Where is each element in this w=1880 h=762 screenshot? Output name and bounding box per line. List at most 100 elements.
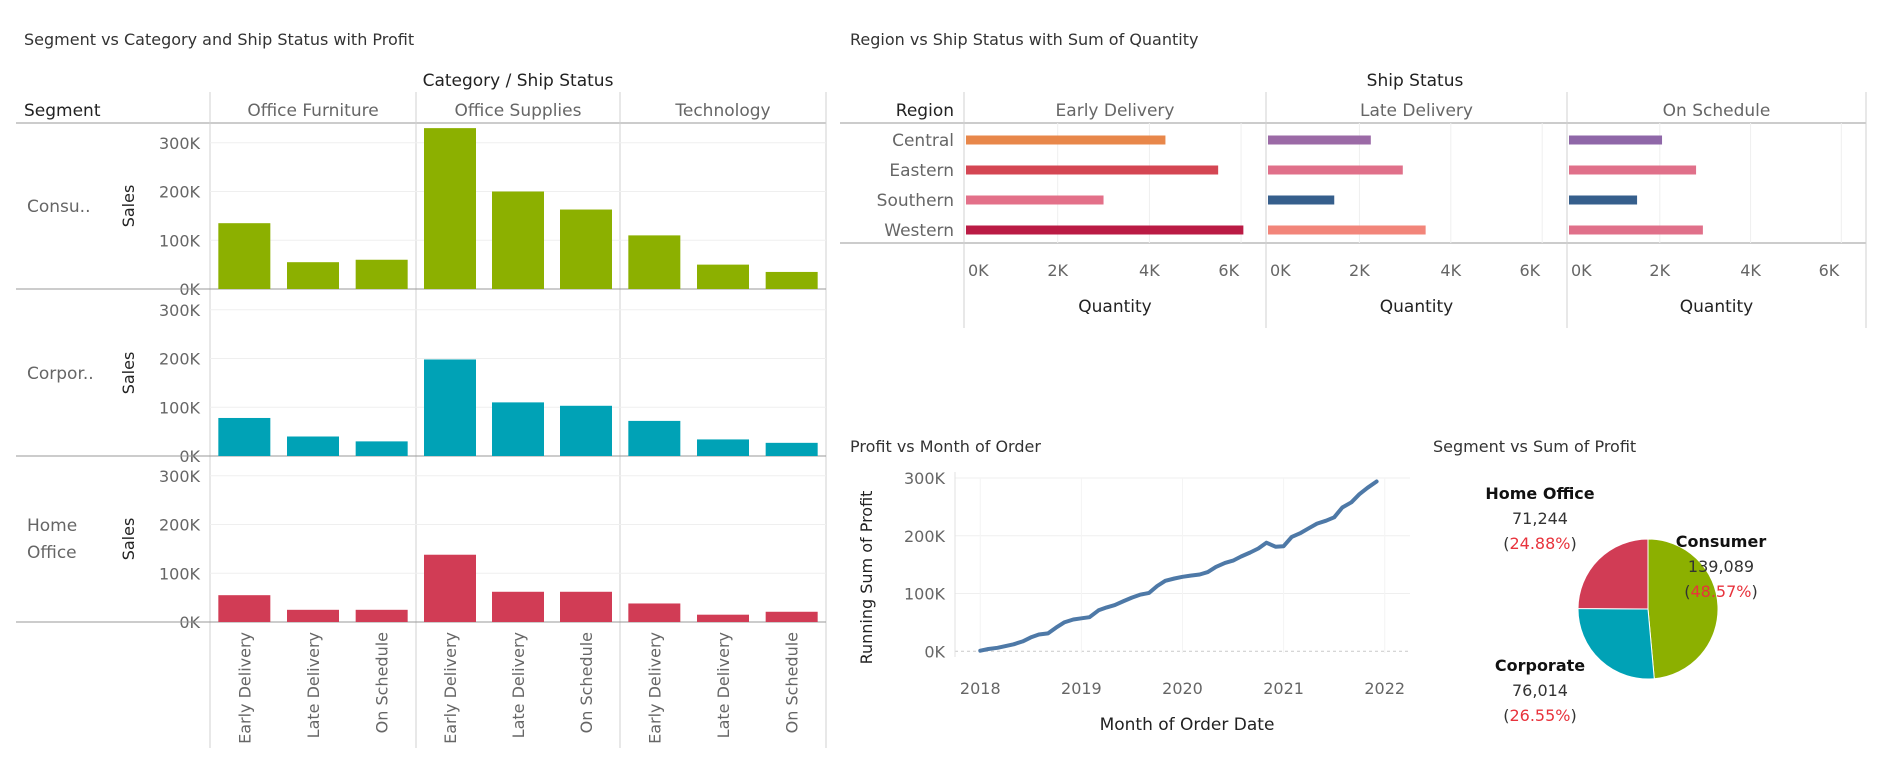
profit-point (1324, 519, 1328, 523)
region-x-tick-label: 4K (1139, 261, 1160, 280)
profit-point (1256, 546, 1260, 551)
line-x-axis-label: Month of Order Date (1100, 715, 1275, 735)
bar-southern-late-delivery (1268, 195, 1335, 205)
bar-consu-office-furniture-late-delivery (287, 262, 339, 289)
region-x-tick-label: 6K (1519, 261, 1540, 280)
segment-profit-title: Segment vs Sum of Profit (1433, 437, 1637, 456)
bar-corpor-technology-late-delivery (697, 439, 749, 456)
line-y-tick-label: 100K (904, 585, 946, 604)
profit-point (986, 647, 990, 651)
profit-point (1315, 522, 1319, 526)
bar-western-early-delivery (966, 225, 1244, 235)
bar-corpor-office-supplies-early-delivery (424, 359, 476, 456)
pie-slice-corporate (1577, 607, 1655, 680)
profit-series-line (978, 479, 1379, 653)
pie-value-corporate: 76,014 (1512, 681, 1568, 700)
x-tick-label-office-supplies-early-delivery: Early Delivery (441, 632, 460, 744)
column-label-office-supplies: Office Supplies (455, 101, 582, 121)
column-label-technology: Technology (674, 101, 770, 121)
bar-consu-technology-early-delivery (628, 235, 681, 289)
profit-point (1071, 617, 1075, 622)
region-label-eastern: Eastern (889, 161, 954, 181)
profit-point (1248, 550, 1252, 555)
pie-slice-home-office (1577, 538, 1649, 610)
bar-western-late-delivery (1268, 225, 1426, 235)
region-status-chart: Ship Status Region Central Eastern Southern W… (840, 71, 1867, 328)
bar-central-late-delivery (1268, 135, 1371, 145)
y-axis-label: Sales (119, 518, 138, 561)
bar-consu-office-furniture-on-schedule (355, 259, 408, 289)
y-tick-label: 100K (159, 398, 201, 417)
pie-percent-corporate: (26.55%) (1503, 706, 1577, 725)
profit-point (1096, 608, 1101, 612)
bar-home-office-office-supplies-late-delivery (492, 591, 544, 622)
profit-point (1155, 584, 1159, 588)
bar-corpor-office-furniture-early-delivery (218, 417, 271, 456)
y-tick-label: 200K (159, 516, 201, 535)
region-x-axis-label: Quantity (1380, 297, 1453, 317)
bar-home-office-technology-on-schedule (765, 611, 818, 622)
profit-point (1307, 526, 1311, 530)
region-x-tick-label: 2K (1349, 261, 1370, 280)
region-column-label-early-delivery: Early Delivery (1056, 101, 1175, 121)
line-x-tick-label: 2018 (960, 679, 1001, 698)
column-label-office-furniture: Office Furniture (247, 101, 378, 121)
profit-point (1113, 603, 1117, 607)
line-x-tick-label: 2021 (1263, 679, 1304, 698)
x-tick-label-office-supplies-late-delivery: Late Delivery (509, 632, 528, 738)
x-tick-label-office-supplies-on-schedule: On Schedule (577, 632, 596, 733)
profit-month-chart: 300K 200K 100K 0K 2018 2019 2020 2021 2022 Runnin… (857, 469, 1410, 735)
pie-percent-home-office: (24.88%) (1503, 534, 1577, 553)
region-x-tick-label: 6K (1819, 261, 1840, 280)
bar-corpor-office-furniture-late-delivery (287, 436, 339, 456)
bar-home-office-technology-late-delivery (697, 614, 749, 622)
profit-point (1037, 632, 1041, 637)
bar-southern-on-schedule (1569, 195, 1638, 205)
profit-month-title: Profit vs Month of Order (850, 437, 1041, 456)
bar-central-early-delivery (966, 135, 1166, 145)
profit-point (1282, 544, 1286, 548)
bar-central-on-schedule (1569, 135, 1663, 145)
profit-point (1239, 554, 1243, 559)
bar-corpor-technology-on-schedule (765, 442, 818, 456)
x-tick-label-technology-early-delivery: Early Delivery (645, 632, 664, 744)
bar-home-office-office-furniture-late-delivery (287, 609, 339, 622)
bar-southern-early-delivery (966, 195, 1104, 205)
bar-eastern-early-delivery (966, 165, 1219, 175)
y-tick-label: 200K (159, 183, 201, 202)
region-x-axis-label: Quantity (1078, 297, 1151, 317)
profit-point (1021, 639, 1025, 644)
bar-home-office-office-furniture-early-delivery (218, 595, 271, 622)
profit-point (1062, 620, 1066, 624)
bar-home-office-office-supplies-on-schedule (560, 591, 612, 622)
region-x-tick-label: 2K (1047, 261, 1068, 280)
bar-corpor-technology-early-delivery (628, 420, 681, 456)
profit-point (1290, 535, 1294, 539)
profit-point (1349, 500, 1353, 504)
line-x-tick-label: 2020 (1162, 679, 1203, 698)
segment-label-consu: Consu.. (27, 197, 90, 217)
region-label-central: Central (892, 131, 954, 151)
region-x-tick-label: 4K (1440, 261, 1461, 280)
profit-point (1375, 479, 1379, 484)
x-tick-label-technology-on-schedule: On Schedule (783, 632, 802, 733)
y-tick-label: 300K (159, 301, 201, 320)
line-x-tick-label: 2022 (1364, 679, 1405, 698)
bar-home-office-office-furniture-on-schedule (355, 609, 408, 622)
pie-value-consumer: 139,089 (1688, 557, 1754, 576)
pie-label-corporate: Corporate (1495, 656, 1585, 675)
segment-category-title: Segment vs Category and Ship Status with… (24, 30, 415, 49)
pie-percent-consumer: (48.57%) (1684, 582, 1758, 601)
pie-label-home-office: Home Office (1485, 484, 1594, 503)
bar-consu-office-supplies-on-schedule (560, 209, 612, 289)
profit-point (1172, 576, 1177, 581)
bar-eastern-on-schedule (1569, 165, 1697, 175)
x-tick-label-office-furniture-late-delivery: Late Delivery (304, 632, 323, 738)
profit-point (1130, 595, 1134, 600)
pie-label-consumer: Consumer (1676, 532, 1767, 551)
bar-consu-technology-on-schedule (765, 271, 818, 289)
profit-point (1003, 644, 1008, 648)
segment-label-home-office-line2: Office (27, 543, 77, 563)
segment-label-home-office: Home (27, 516, 77, 536)
